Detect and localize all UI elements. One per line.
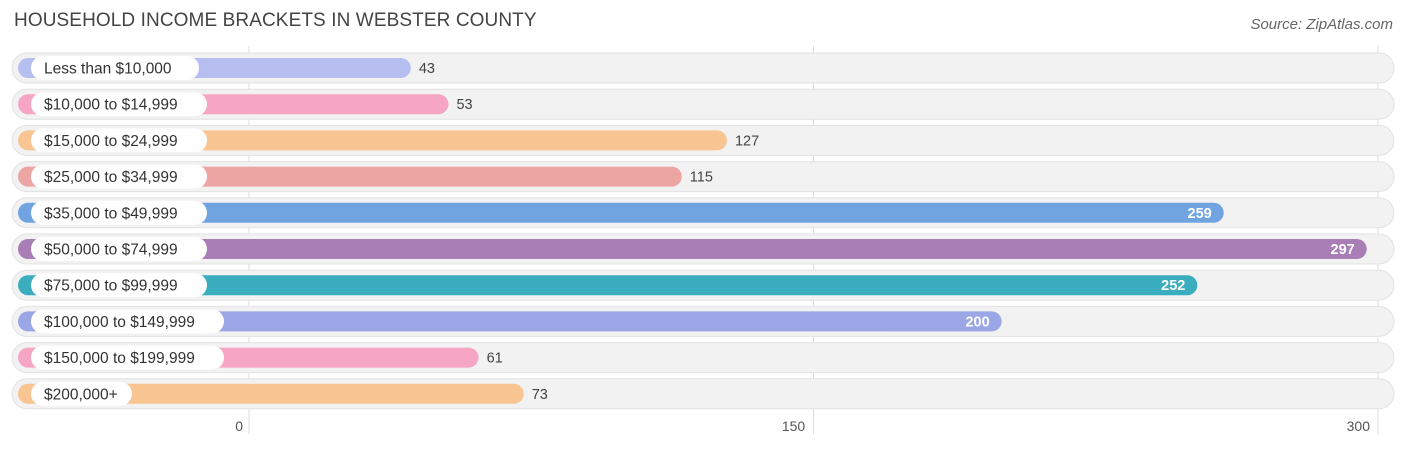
bar-row: $10,000 to $14,999 53 bbox=[11, 88, 1395, 120]
bar-row: $75,000 to $99,999 252 bbox=[11, 269, 1395, 301]
category-pill bbox=[31, 381, 132, 406]
category-label: Less than $10,000 bbox=[44, 61, 172, 78]
category-pill bbox=[31, 273, 207, 298]
category-label: $10,000 to $14,999 bbox=[44, 97, 178, 114]
bar bbox=[18, 239, 1367, 259]
x-tick-label-0: 0 bbox=[235, 418, 243, 434]
category-pill bbox=[31, 164, 207, 189]
category-pill bbox=[31, 345, 224, 370]
value-label: 259 bbox=[1188, 206, 1212, 222]
value-label: 297 bbox=[1331, 242, 1355, 258]
value-label: 115 bbox=[690, 170, 713, 186]
source-label: Source: ZipAtlas.com bbox=[1250, 16, 1393, 33]
value-label: 200 bbox=[965, 314, 989, 330]
bar-row: $50,000 to $74,999 297 bbox=[11, 233, 1395, 265]
category-label: $75,000 to $99,999 bbox=[44, 278, 178, 295]
value-label: 43 bbox=[419, 61, 435, 77]
bar-row: $25,000 to $34,999 115 bbox=[11, 161, 1395, 193]
value-label: 127 bbox=[735, 133, 759, 149]
bar-rows: Less than $10,000 43$10,000 to $14,999 53$… bbox=[11, 52, 1395, 410]
category-label: $50,000 to $74,999 bbox=[44, 242, 178, 259]
category-pill bbox=[31, 92, 207, 117]
bar bbox=[18, 311, 1002, 332]
category-pill bbox=[31, 56, 199, 80]
bar bbox=[18, 383, 524, 404]
chart-title: HOUSEHOLD INCOME BRACKETS IN WEBSTER COU… bbox=[14, 10, 537, 31]
category-pill bbox=[31, 237, 207, 261]
category-label: $150,000 to $199,999 bbox=[44, 350, 195, 367]
bar-row: $100,000 to $149,999 200 bbox=[11, 305, 1395, 337]
category-pill bbox=[31, 128, 207, 153]
bar-row: Less than $10,000 43 bbox=[11, 52, 1395, 84]
x-tick-label-150: 150 bbox=[782, 418, 806, 434]
category-label: $15,000 to $24,999 bbox=[44, 133, 178, 150]
bar bbox=[18, 202, 1224, 223]
bar bbox=[18, 275, 1198, 296]
bar-row: $35,000 to $49,999 259 bbox=[11, 197, 1395, 229]
category-label: $200,000+ bbox=[44, 386, 118, 403]
value-label: 252 bbox=[1161, 278, 1185, 294]
category-label: $100,000 to $149,999 bbox=[44, 314, 195, 331]
bar-row: $200,000+ 73 bbox=[11, 378, 1395, 410]
category-label: $35,000 to $49,999 bbox=[44, 205, 178, 222]
x-tick-label-300: 300 bbox=[1347, 418, 1371, 434]
category-pill bbox=[31, 200, 207, 225]
value-label: 73 bbox=[532, 387, 548, 403]
value-label: 53 bbox=[456, 97, 472, 113]
x-axis-ticks: 0 150 300 bbox=[235, 418, 1370, 434]
category-pill bbox=[31, 309, 224, 334]
value-label: 61 bbox=[487, 351, 503, 367]
category-label: $25,000 to $34,999 bbox=[44, 169, 178, 186]
bar-row: $15,000 to $24,999 127 bbox=[11, 124, 1395, 156]
bar-row: $150,000 to $199,999 61 bbox=[11, 342, 1395, 374]
